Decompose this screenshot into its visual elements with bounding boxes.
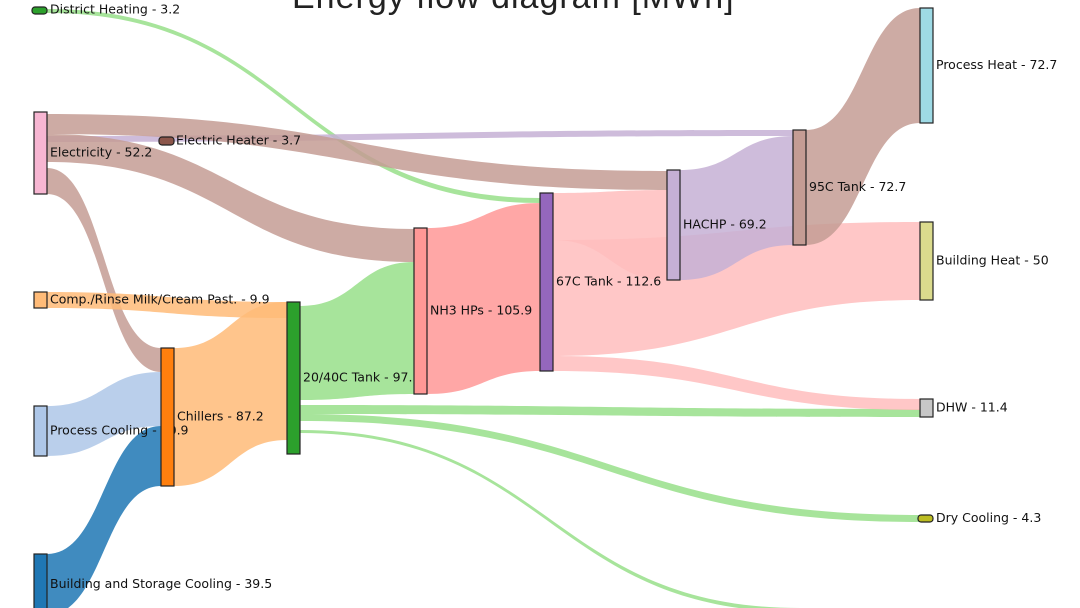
link-tank2040-to-dry [300, 414, 920, 522]
link-comp-to-tank2040 [47, 292, 287, 318]
node-eheater: Electric Heater - 3.7 [158, 133, 301, 148]
node-dry: Dry Cooling - 4.3 [917, 510, 1041, 525]
link-tank2040-to-nh3 [300, 262, 414, 400]
link-bscool-to-chillers [47, 426, 161, 608]
node-pcool-bar [33, 405, 48, 457]
link-tank95-to-pheat [806, 8, 920, 245]
node-district-bar [31, 6, 48, 15]
node-chillers-bar [160, 347, 175, 487]
node-tank2040-bar [286, 301, 301, 455]
nodes-layer: District Heating - 3.2 Electricity - 52.2… [31, 2, 1057, 608]
node-tank67-bar [539, 192, 554, 372]
node-bscool-label: Building and Storage Cooling - 39.5 [50, 576, 272, 591]
node-pheat: Process Heat - 72.7 [919, 7, 1057, 124]
node-bheat-label: Building Heat - 50 [936, 253, 1049, 268]
node-nh3-label: NH3 HPs - 105.9 [430, 303, 532, 318]
node-tank95-bar [792, 129, 807, 246]
link-chillers-to-tank2040 [174, 302, 287, 486]
link-hachp-to-tank95 [680, 136, 793, 280]
link-pcool-to-chillers [47, 372, 161, 456]
node-electricity-bar [33, 111, 48, 195]
link-electricity-to-nh3 [47, 134, 414, 262]
node-dhw-bar [919, 398, 934, 418]
node-dhw: DHW - 11.4 [919, 398, 1008, 418]
node-district-label: District Heating - 3.2 [50, 2, 180, 17]
node-bscool-bar [33, 553, 48, 608]
node-pheat-bar [919, 7, 934, 124]
node-nh3-bar [413, 227, 428, 395]
node-dhw-label: DHW - 11.4 [936, 400, 1008, 415]
node-hachp-label: HACHP - 69.2 [683, 217, 767, 232]
link-tank67-to-bheat [553, 222, 920, 356]
link-electricity-to-hachp [47, 114, 667, 190]
node-dry-label: Dry Cooling - 4.3 [936, 510, 1041, 525]
node-tank95-label: 95C Tank - 72.7 [809, 179, 906, 194]
node-chillers: Chillers - 87.2 [160, 347, 264, 487]
link-nh3-to-tank67 [427, 203, 540, 394]
node-hachp-bar [666, 169, 681, 281]
node-hachp: HACHP - 69.2 [666, 169, 767, 281]
node-tank2040-label: 20/40C Tank - 97.1 [303, 370, 420, 385]
node-eheater-bar [158, 136, 175, 146]
node-comp-bar [33, 291, 48, 309]
links-layer [47, 8, 920, 608]
node-dry-bar [917, 514, 934, 523]
link-tank2040-to-dhw [300, 405, 920, 417]
node-tank95: 95C Tank - 72.7 [792, 129, 906, 246]
link-tank2040-to-offscreen [300, 430, 800, 608]
node-nh3: NH3 HPs - 105.9 [413, 227, 532, 395]
node-tank2040: 20/40C Tank - 97.1 [286, 301, 420, 455]
node-eheater-label: Electric Heater - 3.7 [176, 133, 301, 148]
node-tank67: 67C Tank - 112.6 [539, 192, 661, 372]
node-district: District Heating - 3.2 [31, 2, 180, 17]
diagram-title: Energy flow diagram [MWh] [292, 0, 735, 17]
node-comp-label: Comp./Rinse Milk/Cream Past. - 9.9 [50, 292, 270, 307]
link-tank67-to-dhw [553, 356, 920, 410]
node-electricity-label: Electricity - 52.2 [50, 145, 152, 160]
link-district-to-tank67 [47, 9, 540, 203]
node-chillers-label: Chillers - 87.2 [177, 409, 264, 424]
node-pheat-label: Process Heat - 72.7 [936, 57, 1057, 72]
node-comp: Comp./Rinse Milk/Cream Past. - 9.9 [33, 291, 270, 309]
node-pcool-label: Process Cooling - 30.9 [50, 423, 189, 438]
node-bheat-bar [919, 221, 934, 301]
node-tank67-label: 67C Tank - 112.6 [556, 274, 661, 289]
link-electricity-to-chillers [47, 168, 161, 372]
node-electricity: Electricity - 52.2 [33, 111, 152, 195]
node-pcool: Process Cooling - 30.9 [33, 405, 189, 457]
node-bscool: Building and Storage Cooling - 39.5 [33, 553, 272, 608]
node-bheat: Building Heat - 50 [919, 221, 1049, 301]
